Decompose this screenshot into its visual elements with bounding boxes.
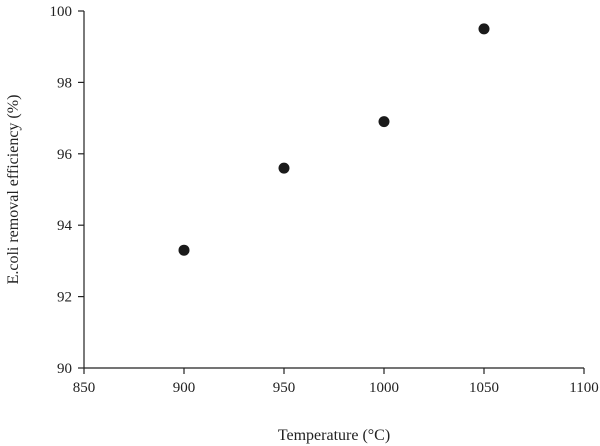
x-tick-label: 900 — [173, 380, 196, 396]
x-ticks: 850 900 950 1000 1050 1100 — [73, 368, 599, 396]
x-axis-title: Temperature (°C) — [278, 427, 390, 444]
y-tick-label: 92 — [57, 290, 72, 306]
data-point — [378, 116, 390, 128]
data-point — [178, 244, 190, 256]
data-points — [178, 23, 490, 256]
x-tick-label: 1100 — [569, 380, 598, 396]
x-tick-label: 850 — [73, 380, 96, 396]
x-tick-label: 1000 — [369, 380, 399, 396]
y-tick-label: 94 — [57, 218, 73, 234]
y-tick-label: 98 — [57, 75, 72, 91]
axes — [83, 11, 584, 369]
y-ticks: 90 92 94 96 98 100 — [50, 4, 84, 377]
y-tick-label: 90 — [57, 361, 72, 377]
y-tick-label: 100 — [50, 4, 73, 20]
x-tick-label: 950 — [273, 380, 296, 396]
x-tick-label: 1050 — [469, 380, 499, 396]
data-point — [278, 162, 290, 174]
y-tick-label: 96 — [57, 147, 73, 163]
data-point — [478, 23, 490, 35]
y-axis-title: E.coli removal efficiency (%) — [5, 95, 22, 285]
